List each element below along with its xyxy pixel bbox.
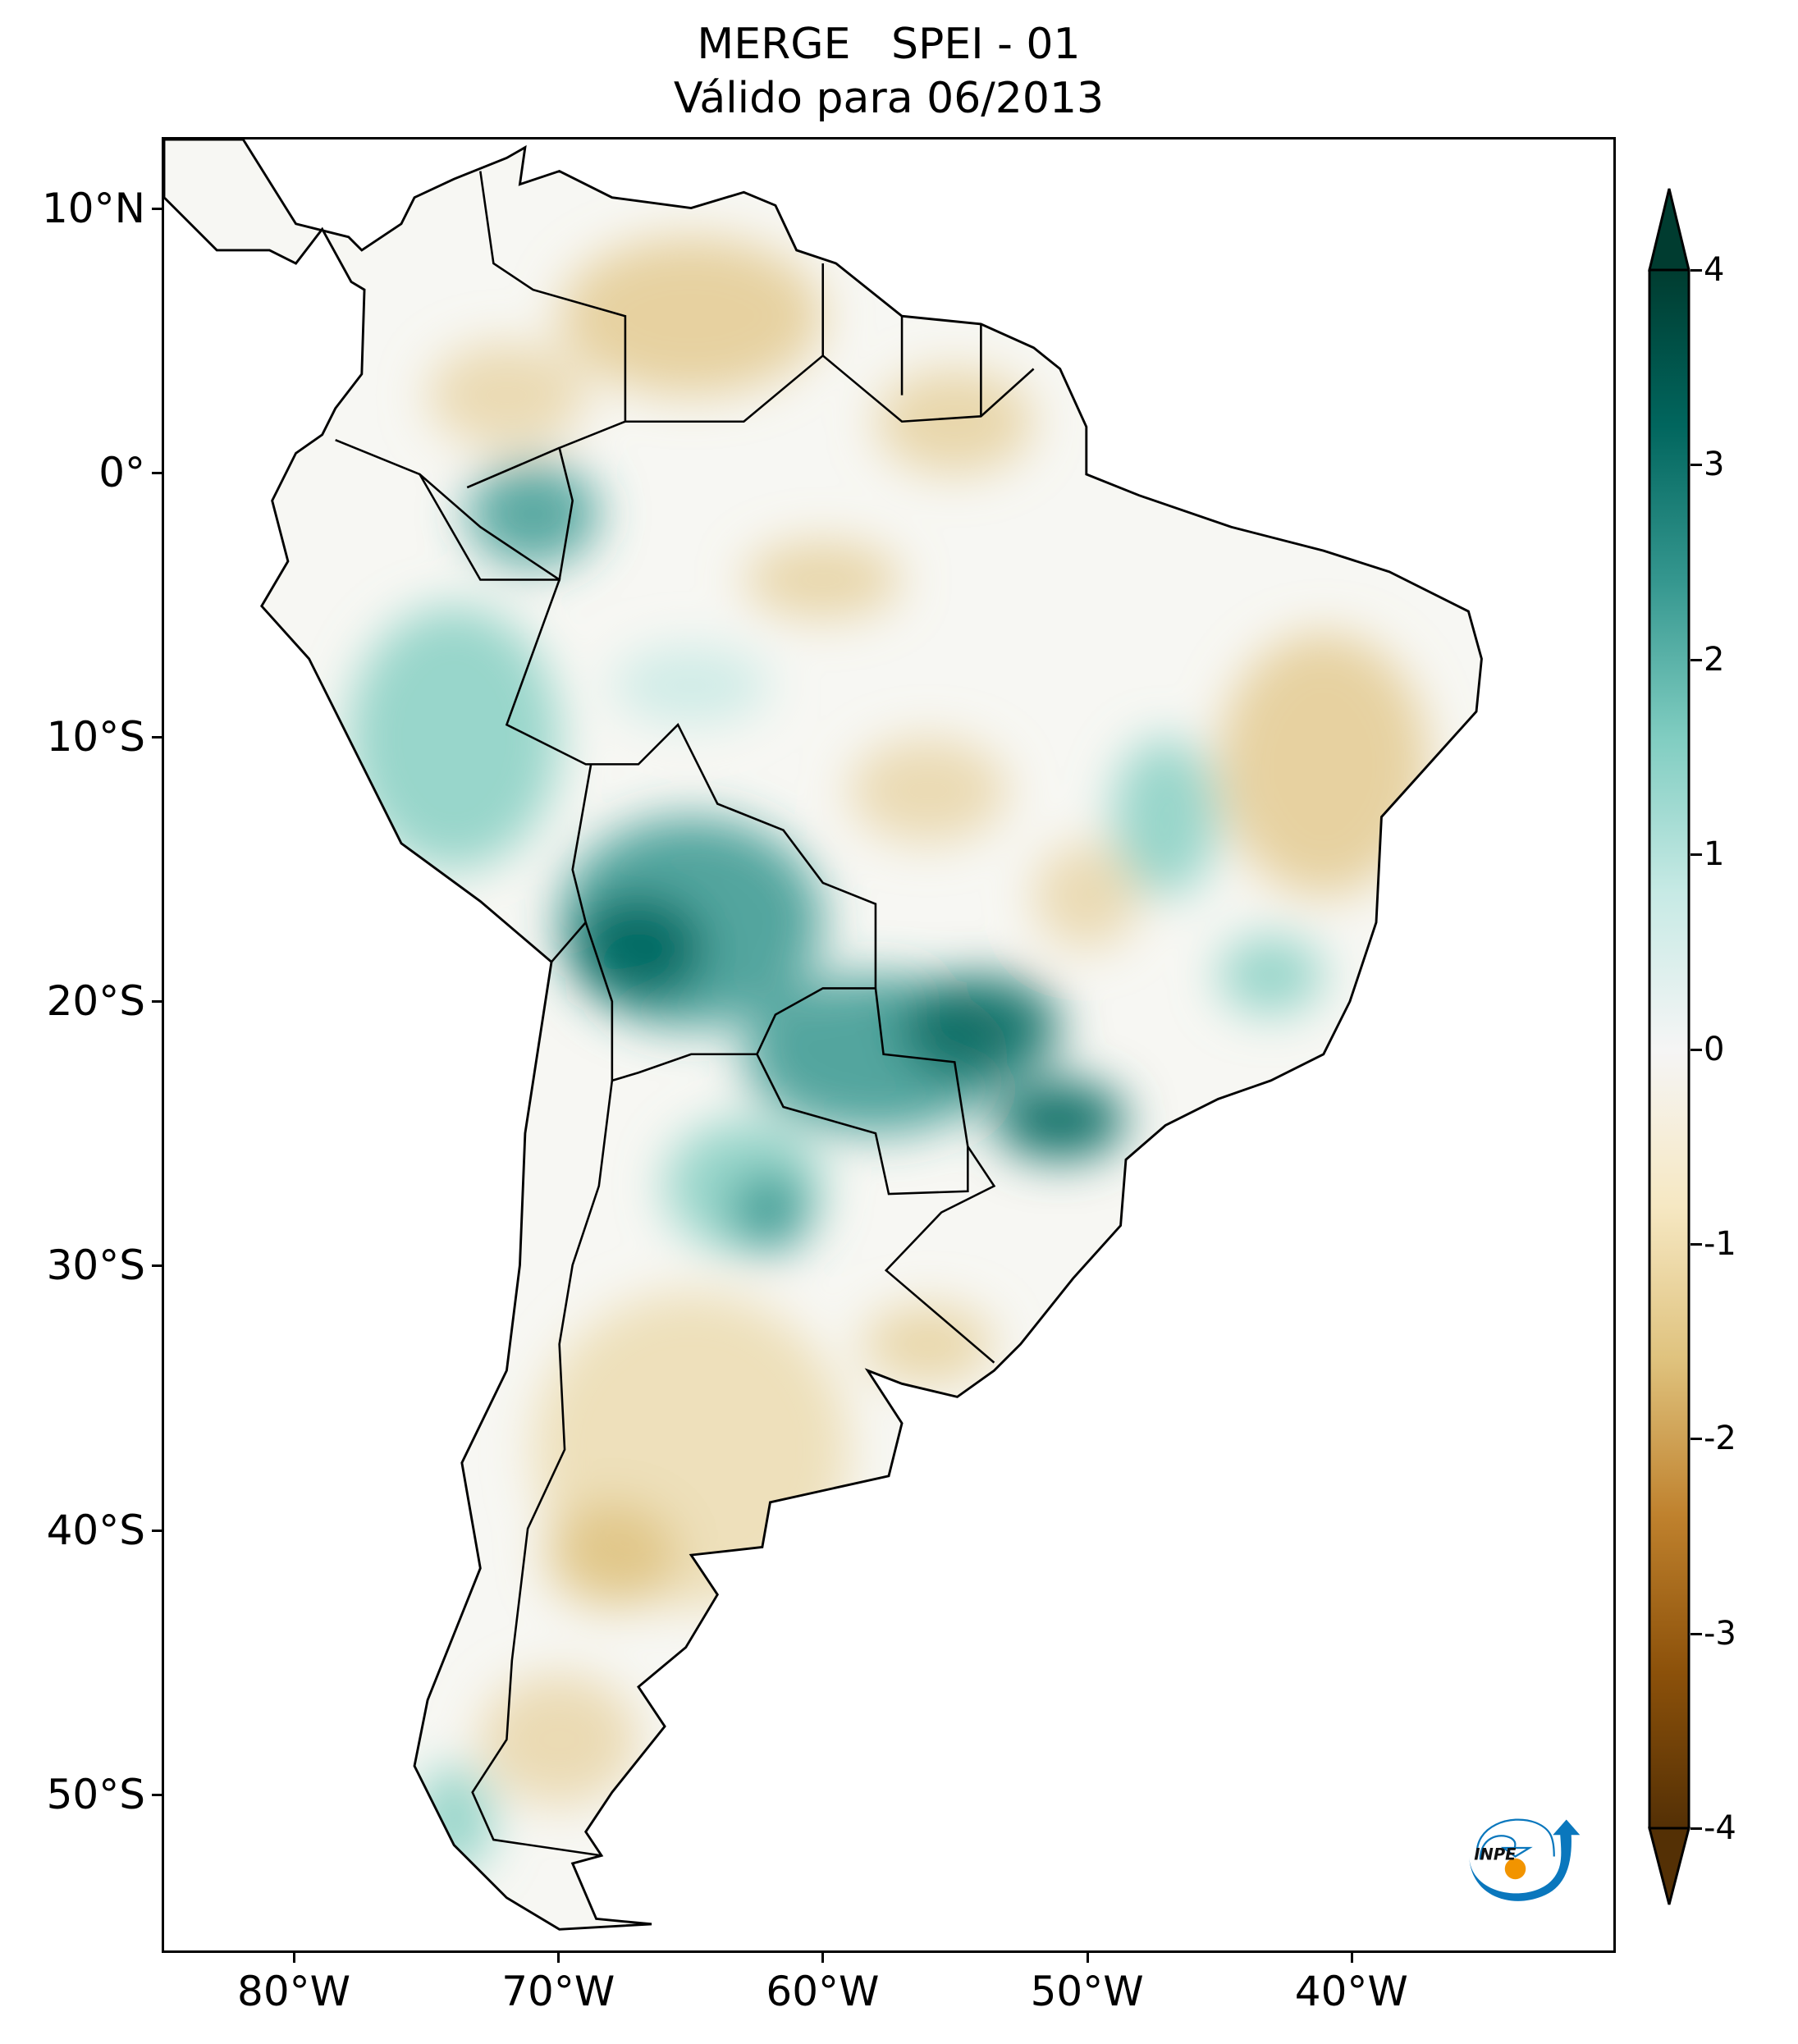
colorbar-tick-mark (1690, 1242, 1702, 1246)
map-panel (162, 137, 1616, 1953)
svg-text:INPE: INPE (1474, 1845, 1517, 1863)
colorbar-gradient (1648, 268, 1690, 1830)
lat-tick-label: 0° (98, 449, 145, 497)
lon-tick-mark (293, 1953, 296, 1963)
lon-tick-label: 70°W (501, 1968, 615, 2015)
lat-tick-mark (152, 472, 162, 475)
colorbar-tick-mark (1690, 1632, 1702, 1635)
colorbar-tick-mark (1690, 1048, 1702, 1051)
chart-subtitle: Válido para 06/2013 (673, 74, 1105, 123)
colorbar-tick-mark (1690, 853, 1702, 857)
colorbar-tick-label: 2 (1704, 640, 1725, 679)
dry-anomaly-northeast (1218, 632, 1430, 896)
lat-tick-label: 30°S (46, 1241, 145, 1290)
lon-tick-label: 50°W (1030, 1968, 1144, 2015)
lat-tick-mark (152, 1264, 162, 1268)
colorbar-tick-mark (1690, 658, 1702, 661)
lon-tick-mark (1350, 1953, 1353, 1963)
colorbar-tick-mark (1690, 464, 1702, 467)
dry-anomaly-guianas (875, 368, 1034, 474)
lat-tick-mark (152, 736, 162, 739)
lat-tick-mark (152, 1529, 162, 1532)
colorbar-upper-extension (1648, 188, 1690, 272)
colorbar-tick-label: 0 (1704, 1030, 1725, 1068)
country-borders (335, 171, 1035, 1857)
colorbar-lower-extension (1648, 1827, 1690, 1905)
lat-tick-mark (152, 207, 162, 210)
lon-tick-mark (821, 1953, 825, 1963)
dry-anomaly-south-patagonia (480, 1673, 638, 1806)
wet-anomaly-mato-grosso-sul (902, 975, 1060, 1081)
lat-tick-label: 40°S (46, 1506, 145, 1554)
wet-anomaly-bahia (1112, 738, 1219, 896)
dry-anomaly-goias (1033, 843, 1140, 949)
inpe-logo: INPE (1469, 1818, 1581, 1901)
colorbar-tick-mark (1690, 1438, 1702, 1441)
wet-anomaly-amazon (611, 645, 771, 725)
colorbar-tick-label: -2 (1704, 1420, 1736, 1458)
colorbar-tick-mark (1690, 1827, 1702, 1830)
lon-tick-label: 40°W (1294, 1968, 1408, 2015)
colorbar-tick-label: -3 (1704, 1614, 1736, 1653)
lon-tick-label: 60°W (766, 1968, 880, 2015)
wet-anomaly-bolivia-core (572, 895, 705, 1002)
dry-anomaly-amazon (743, 540, 903, 620)
dry-anomaly-uruguay (862, 1304, 995, 1384)
wet-anomaly-minas (1218, 935, 1324, 1015)
lat-tick-label: 50°S (46, 1770, 145, 1818)
colorbar-tick-label: -1 (1704, 1224, 1736, 1263)
colorbar-tick-label: 1 (1704, 835, 1725, 874)
spei-map (164, 139, 1613, 1950)
dry-anomaly-colombia (428, 342, 586, 448)
colorbar-tick-mark (1690, 269, 1702, 272)
colorbar-tick-label: 4 (1704, 251, 1725, 289)
lat-tick-mark (152, 1793, 162, 1796)
dry-anomaly-central (849, 738, 1008, 844)
lat-tick-label: 10°N (41, 184, 145, 232)
dry-anomaly-venezuela (559, 236, 823, 396)
lon-tick-label: 80°W (237, 1968, 351, 2015)
wet-anomaly-parana (994, 1080, 1126, 1160)
wet-anomaly-chile-south (414, 1766, 494, 1872)
wet-anomaly-peru (348, 606, 560, 870)
lat-tick-mark (152, 1000, 162, 1004)
colorbar-tick-label: -4 (1704, 1809, 1736, 1847)
dry-anomaly-patagonia (546, 1502, 679, 1608)
wet-anomaly-tucuman (730, 1173, 810, 1252)
lat-tick-label: 20°S (46, 977, 145, 1026)
lon-tick-mark (557, 1953, 560, 1963)
colorbar (1648, 188, 1690, 1905)
chart-title: MERGE SPEI - 01 (697, 20, 1081, 69)
lat-tick-label: 10°S (46, 713, 145, 761)
colorbar-tick-label: 3 (1704, 446, 1725, 484)
lon-tick-mark (1086, 1953, 1089, 1963)
wet-anomaly-ecuador (467, 460, 599, 567)
